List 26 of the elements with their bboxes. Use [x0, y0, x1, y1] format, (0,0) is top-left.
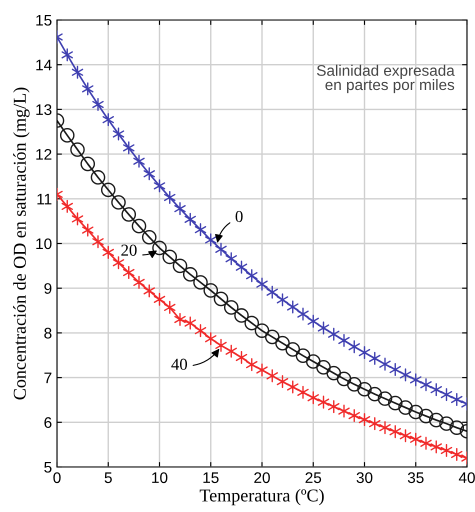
y-tick-label: 11 — [37, 194, 52, 204]
x-tick-label: 25 — [306, 472, 322, 484]
y-tick-label: 5 — [44, 462, 52, 473]
annotation: 0 — [236, 210, 243, 222]
x-axis-title: Temperatura (ºC) — [200, 488, 324, 506]
y-tick-label: 15 — [36, 15, 52, 26]
y-axis-title: Concentración de OD en saturación (mg/L) — [13, 88, 30, 400]
annotation: 40 — [171, 358, 188, 370]
y-tick-label: 13 — [36, 104, 52, 116]
annotation: 20 — [121, 244, 137, 256]
x-tick-label: 5 — [104, 472, 112, 484]
y-tick-label: 10 — [36, 238, 52, 250]
x-tick-label: 15 — [203, 472, 219, 484]
annotation: Salinidad expresada en partes por miles — [316, 64, 455, 94]
x-tick-label: 0 — [53, 472, 61, 484]
y-tick-label: 6 — [44, 417, 52, 428]
x-tick-label: 20 — [254, 472, 270, 484]
y-tick-label: 7 — [44, 372, 52, 384]
y-tick-label: 8 — [44, 328, 52, 339]
y-tick-label: 9 — [44, 283, 52, 294]
x-tick-label: 40 — [458, 472, 475, 484]
x-tick-label: 35 — [408, 472, 424, 484]
y-tick-label: 12 — [36, 148, 52, 160]
x-tick-label: 10 — [152, 472, 168, 484]
x-tick-label: 30 — [356, 472, 372, 484]
y-tick-label: 14 — [36, 60, 52, 70]
